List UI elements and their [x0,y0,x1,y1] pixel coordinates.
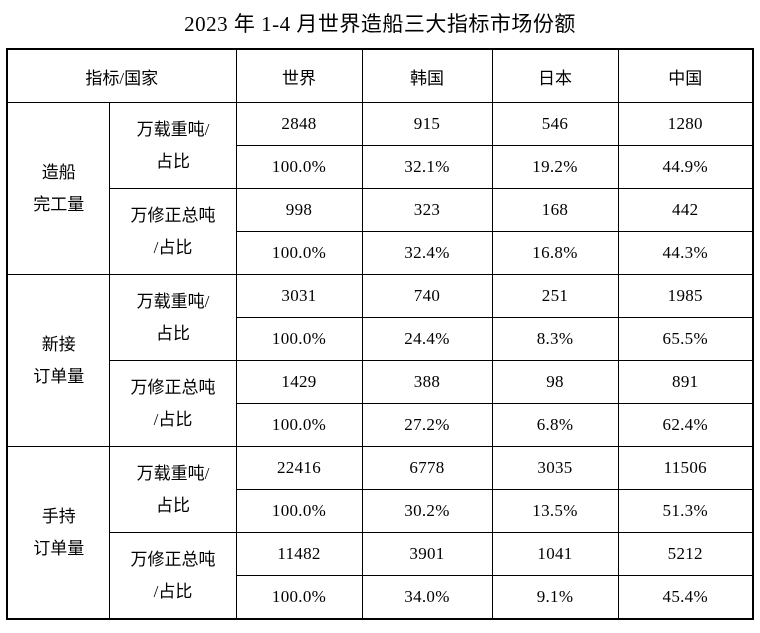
column-header-world: 世界 [235,48,363,103]
cell-value: 998 [235,188,363,232]
column-header-korea: 韩国 [361,48,493,103]
metric-label: 万载重吨/ 占比 [109,274,237,361]
cell-share: 8.3% [491,317,619,361]
cell-share: 19.2% [491,145,619,189]
source-note: 注：中国数据来自于中国统计，世界数据来自于克拉克松研究公司。 [5,629,760,633]
table-row: 万修正总吨 /占比 11482 3901 1041 5212 [7,532,754,620]
cell-value: 546 [491,102,619,146]
corner-header-cell: 指标/国家 [6,48,237,103]
table-row: 手持 订单量 万载重吨/ 占比 22416 6778 3035 11506 [6,446,754,620]
metric-label: 万修正总吨 /占比 [109,360,237,447]
cell-value: 442 [617,188,754,232]
cell-share: 100.0% [235,231,363,275]
cell-value: 168 [491,188,619,232]
table-row: 100.0% 30.2% 13.5% 51.3% [7,489,754,533]
cell-share: 6.8% [491,403,619,447]
cell-value: 1280 [617,102,754,146]
cell-share: 65.5% [617,317,754,361]
cell-share: 100.0% [235,317,363,361]
cell-share: 100.0% [235,575,363,620]
cell-share: 100.0% [235,489,363,533]
column-header-japan: 日本 [491,48,619,103]
table-row: 新接 订单量 万载重吨/ 占比 3031 740 251 1985 [6,274,754,447]
cell-share: 24.4% [361,317,493,361]
table-row: 100.0% 27.2% 6.8% 62.4% [7,403,754,447]
table-row: 100.0% 32.4% 16.8% 44.3% [7,231,754,275]
table-row: 100.0% 32.1% 19.2% 44.9% [7,145,754,189]
cell-share: 13.5% [491,489,619,533]
header-row: 指标/国家 世界 韩国 日本 中国 [6,48,754,103]
cell-value: 891 [617,360,754,404]
column-header-china: 中国 [617,48,754,103]
table-row: 万修正总吨 /占比 998 323 168 442 [7,188,754,275]
cell-share: 34.0% [361,575,493,620]
cell-value: 3031 [235,274,363,318]
cell-share: 32.1% [361,145,493,189]
cell-share: 62.4% [617,403,754,447]
page-title: 2023 年 1-4 月世界造船三大指标市场份额 [184,12,576,36]
cell-value: 6778 [361,446,493,490]
table-row: 造船 完工量 万载重吨/ 占比 2848 915 546 1280 [6,102,754,275]
group-label-new-orders: 新接 订单量 [6,274,111,447]
metric-label: 万修正总吨 /占比 [109,532,237,620]
cell-share: 30.2% [361,489,493,533]
cell-value: 3901 [361,532,493,576]
cell-value: 11482 [235,532,363,576]
cell-share: 44.3% [617,231,754,275]
cell-value: 22416 [235,446,363,490]
cell-value: 1429 [235,360,363,404]
cell-share: 51.3% [617,489,754,533]
cell-value: 3035 [491,446,619,490]
cell-share: 27.2% [361,403,493,447]
metric-label: 万载重吨/ 占比 [109,446,237,533]
cell-share: 100.0% [235,403,363,447]
metric-label: 万载重吨/ 占比 [109,102,237,189]
cell-value: 1041 [491,532,619,576]
cell-value: 915 [361,102,493,146]
cell-value: 740 [361,274,493,318]
cell-share: 32.4% [361,231,493,275]
group-label-completions: 造船 完工量 [6,102,111,275]
cell-value: 98 [491,360,619,404]
market-share-table: 指标/国家 世界 韩国 日本 中国 造船 完工量 万载重吨/ 占比 2848 9… [5,48,754,620]
cell-value: 388 [361,360,493,404]
metric-label: 万修正总吨 /占比 [109,188,237,275]
table-row: 100.0% 24.4% 8.3% 65.5% [7,317,754,361]
cell-value: 323 [361,188,493,232]
cell-value: 1985 [617,274,754,318]
cell-value: 2848 [235,102,363,146]
cell-share: 16.8% [491,231,619,275]
group-label-order-backlog: 手持 订单量 [6,446,111,620]
cell-share: 45.4% [617,575,754,620]
cell-share: 44.9% [617,145,754,189]
cell-share: 9.1% [491,575,619,620]
cell-value: 251 [491,274,619,318]
table-row: 100.0% 34.0% 9.1% 45.4% [7,575,754,620]
cell-value: 5212 [617,532,754,576]
cell-value: 11506 [617,446,754,490]
table-row: 万修正总吨 /占比 1429 388 98 891 [7,360,754,447]
cell-share: 100.0% [235,145,363,189]
